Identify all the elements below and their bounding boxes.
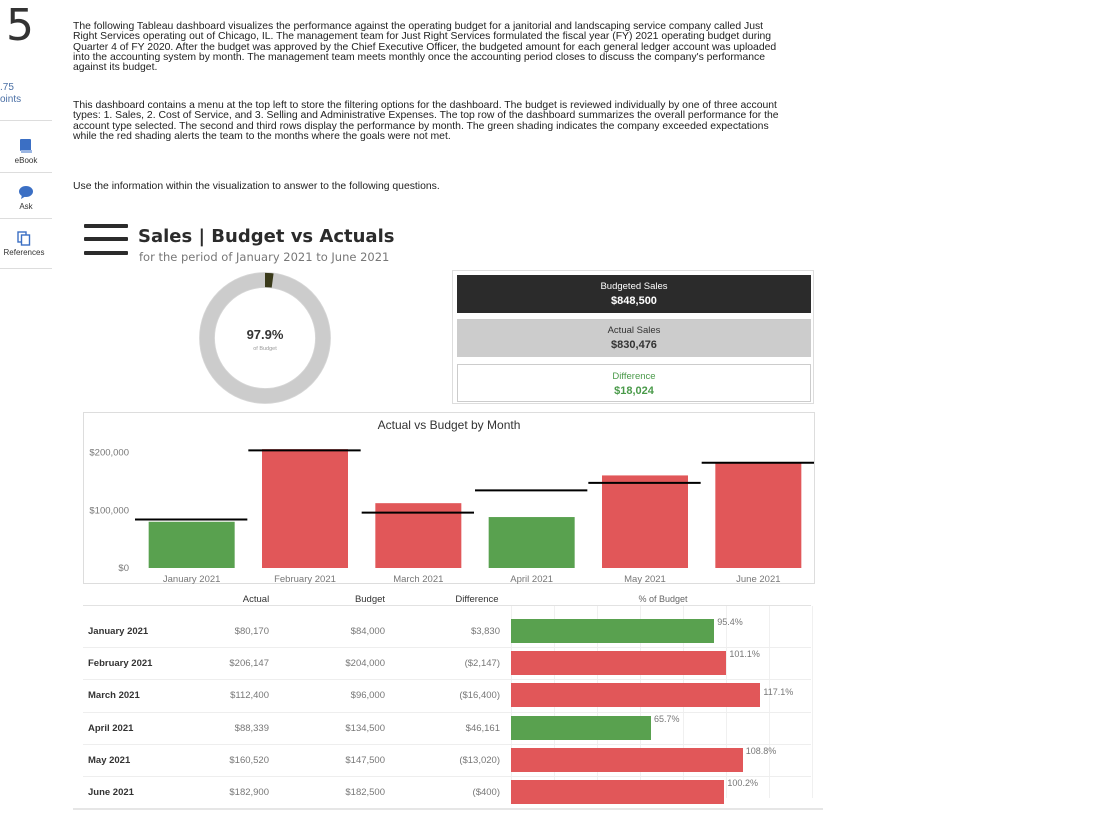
kpi-difference: Difference $18,024 [457, 364, 811, 402]
ask-label: Ask [19, 202, 33, 211]
rail-divider [0, 218, 52, 219]
donut-value: 97.9% [247, 327, 284, 342]
cell-actual: $112,400 [230, 690, 269, 702]
cell-actual: $182,900 [229, 787, 269, 798]
actual-bar[interactable] [375, 503, 462, 568]
x-tick-label: March 2021 [393, 574, 443, 585]
pct-of-budget-bar[interactable] [511, 715, 651, 740]
actual-vs-budget-chart: Actual vs Budget by Month $200,000 $100,0… [89, 418, 814, 585]
dashboard-title: Sales | Budget vs Actuals [138, 226, 395, 247]
cell-difference: ($400) [472, 787, 500, 798]
row-month: April 2021 [88, 722, 134, 734]
chart-title: Actual vs Budget by Month [378, 418, 521, 432]
kpi-budgeted-sales: Budgeted Sales $848,500 [457, 275, 811, 313]
cell-actual: $88,339 [234, 722, 269, 734]
monthly-chart-frame [83, 412, 815, 584]
dashboard-subtitle: for the period of January 2021 to June 2… [139, 250, 390, 264]
cell-actual: $206,147 [229, 658, 269, 670]
ebook-button[interactable]: eBook [0, 138, 52, 165]
pct-of-budget-label: 95.4% [717, 617, 743, 627]
cell-actual: $160,520 [229, 754, 269, 766]
rail-divider [0, 172, 52, 173]
cell-actual: $80,170 [234, 626, 269, 637]
cell-budget: $147,500 [345, 754, 385, 766]
cell-budget: $134,500 [345, 722, 385, 734]
copy-icon [17, 231, 31, 246]
references-label: References [3, 248, 45, 257]
monthly-table: Actual Budget Difference % of Budget Jan… [83, 590, 813, 810]
kpi-value: $848,500 [611, 295, 657, 307]
actual-bar[interactable] [148, 521, 235, 568]
kpi-value: $830,476 [611, 339, 657, 351]
cell-budget: $182,500 [345, 787, 385, 798]
column-header-actual: Actual [242, 594, 270, 605]
instruction-paragraph: Use the information within the visualiza… [73, 181, 440, 192]
question-points: .75 oints [0, 82, 21, 106]
cell-difference: $3,830 [470, 626, 500, 637]
cell-difference: $46,161 [465, 722, 500, 734]
pct-of-budget-bar[interactable] [511, 683, 761, 708]
pct-of-budget-bar[interactable] [511, 619, 715, 643]
column-header-pct-of-budget: % of Budget [638, 594, 688, 604]
pct-of-budget-label: 101.1% [729, 649, 760, 660]
pct-of-budget-bar[interactable] [511, 780, 725, 804]
intro-paragraph: The following Tableau dashboard visualiz… [73, 21, 777, 74]
kpi-value: $18,024 [614, 385, 654, 397]
cell-budget: $204,000 [345, 658, 385, 670]
cell-budget: $84,000 [350, 626, 385, 637]
pct-of-budget-label: 117.1% [763, 687, 794, 698]
cell-budget: $96,000 [350, 690, 385, 702]
kpi-label: Budgeted Sales [600, 281, 668, 292]
points-value: .75 [0, 82, 14, 93]
row-month: January 2021 [88, 626, 149, 637]
y-tick-label: $200,000 [89, 448, 129, 459]
y-tick-label: $100,000 [89, 505, 129, 516]
book-icon [20, 139, 32, 153]
column-header-difference: Difference [455, 594, 499, 605]
cell-difference: ($13,020) [459, 754, 500, 766]
cell-difference: ($2,147) [464, 658, 500, 670]
bottom-divider [73, 808, 823, 810]
pct-of-budget-bar[interactable] [511, 747, 743, 772]
actual-bar[interactable] [262, 449, 348, 568]
x-tick-label: April 2021 [510, 574, 553, 585]
x-tick-label: January 2021 [163, 574, 221, 585]
pct-of-budget-label: 65.7% [653, 713, 680, 724]
row-month: May 2021 [88, 754, 131, 766]
donut-remaining-segment [264, 272, 274, 288]
ask-button[interactable]: Ask [0, 185, 52, 211]
rail-divider [0, 268, 52, 269]
menu-paragraph: This dashboard contains a menu at the to… [73, 100, 779, 142]
rail-divider [0, 120, 52, 121]
references-button[interactable]: References [0, 231, 52, 257]
kpi-label: Actual Sales [607, 325, 661, 336]
x-tick-label: May 2021 [624, 574, 666, 585]
x-tick-label: February 2021 [274, 574, 336, 585]
points-label: oints [0, 94, 22, 105]
pct-of-budget-label: 100.2% [727, 778, 758, 788]
kpi-label: Difference [612, 371, 656, 382]
pct-of-budget-bar[interactable] [511, 651, 727, 676]
chat-bubble-icon [19, 186, 33, 199]
row-month: March 2021 [88, 690, 140, 702]
ebook-label: eBook [14, 156, 38, 165]
actual-bar[interactable] [715, 462, 802, 568]
actual-bar[interactable] [602, 475, 688, 568]
x-tick-label: June 2021 [736, 574, 780, 585]
kpi-panel: Budgeted Sales $848,500 Actual Sales $83… [452, 270, 814, 404]
kpi-actual-sales: Actual Sales $830,476 [457, 319, 811, 357]
cell-difference: ($16,400) [459, 690, 500, 702]
column-header-budget: Budget [354, 594, 386, 605]
actual-bar[interactable] [488, 517, 575, 568]
row-month: February 2021 [88, 658, 153, 670]
question-number: 5 [6, 0, 34, 51]
y-tick-label: $0 [118, 563, 129, 574]
percent-of-budget-donut: 97.9% of Budget [199, 272, 331, 404]
hamburger-menu-icon[interactable] [84, 224, 128, 258]
donut-caption: of Budget [253, 346, 277, 352]
pct-of-budget-label: 108.8% [745, 745, 777, 756]
row-month: June 2021 [88, 787, 134, 798]
